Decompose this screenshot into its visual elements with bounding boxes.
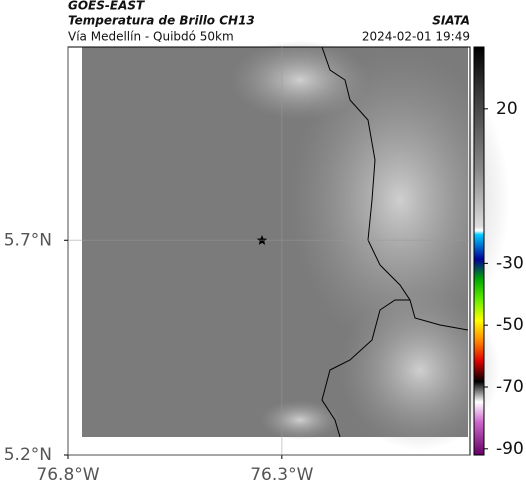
- cloud: [340, 290, 500, 450]
- datetime: 2024-02-01 19:49: [362, 30, 470, 44]
- x-tick-label: 76.8°W: [36, 465, 99, 485]
- colorbar-tick-label: -70: [496, 377, 524, 397]
- colorbar: [473, 46, 485, 456]
- x-tick-label: 76.3°W: [250, 465, 313, 485]
- cloud: [260, 400, 340, 440]
- subtitle: Vía Medellín - Quibdó 50km: [68, 30, 234, 44]
- colorbar-tick-label: -30: [496, 253, 524, 273]
- colorbar-tick-label: 20: [496, 99, 518, 119]
- cloud: [290, 50, 510, 350]
- map-image: [82, 40, 510, 450]
- agency: SIATA: [432, 14, 470, 28]
- colorbar-tick-label: -50: [496, 315, 524, 335]
- colorbar-tick-label: -90: [496, 439, 524, 459]
- y-tick-label: 5.7°N: [4, 230, 52, 250]
- y-tick-label: 5.2°N: [4, 445, 52, 465]
- cloud: [230, 40, 370, 120]
- title: Temperatura de Brillo CH13: [68, 14, 255, 28]
- boundary: [321, 46, 469, 438]
- source: GOES-EAST: [68, 0, 145, 13]
